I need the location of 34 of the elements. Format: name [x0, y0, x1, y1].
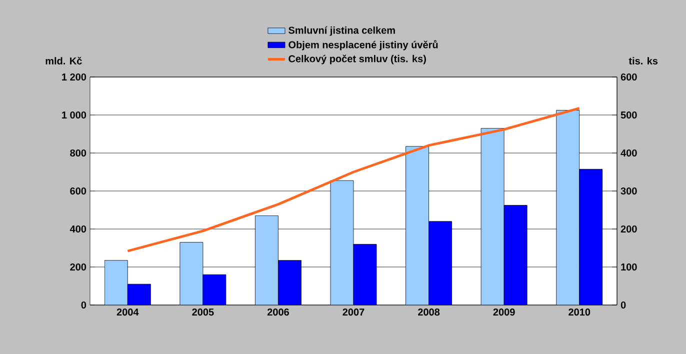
x-tick-label: 2004 — [116, 308, 139, 316]
y2-axis-title: tis. ks — [628, 57, 658, 64]
x-tick-label: 2007 — [342, 308, 364, 316]
bar — [579, 168, 603, 305]
y2-tick-label: 300 — [620, 187, 637, 195]
y2-tick-label: 600 — [620, 73, 637, 81]
bar — [278, 260, 302, 305]
y-tick-label: 400 — [70, 225, 86, 233]
legend-label: Celkový počet smluv (tis. ks) — [288, 54, 426, 64]
y2-tick-label: 0 — [620, 301, 626, 309]
y2-tick-label: 200 — [620, 225, 637, 233]
bar — [127, 284, 151, 305]
y-tick-label: 0 — [81, 301, 86, 309]
bar — [353, 244, 377, 305]
legend-label: Objem nesplacené jistiny úvěrů — [288, 40, 438, 50]
y-tick-label: 800 — [70, 149, 86, 157]
x-tick-label: 2009 — [493, 308, 515, 316]
y2-tick-label: 400 — [620, 149, 637, 157]
bar — [504, 205, 528, 305]
x-tick-label: 2008 — [418, 308, 440, 316]
x-tick-label: 2006 — [267, 308, 289, 316]
bar — [202, 274, 226, 305]
bar — [428, 221, 452, 305]
y-tick-label: 200 — [70, 263, 86, 271]
x-tick-label: 2010 — [568, 308, 590, 316]
y-axis-title: mld. Kč — [46, 56, 82, 64]
y-tick-label: 1 200 — [62, 73, 86, 81]
x-tick-label: 2005 — [192, 308, 214, 316]
line-series — [126, 106, 581, 252]
y2-tick-label: 500 — [620, 111, 637, 119]
y2-tick-label: 100 — [621, 263, 637, 271]
legend-label: Smluvní jistina celkem — [288, 26, 395, 36]
y-tick-label: 1 000 — [62, 111, 86, 119]
y-tick-label: 600 — [70, 187, 86, 195]
